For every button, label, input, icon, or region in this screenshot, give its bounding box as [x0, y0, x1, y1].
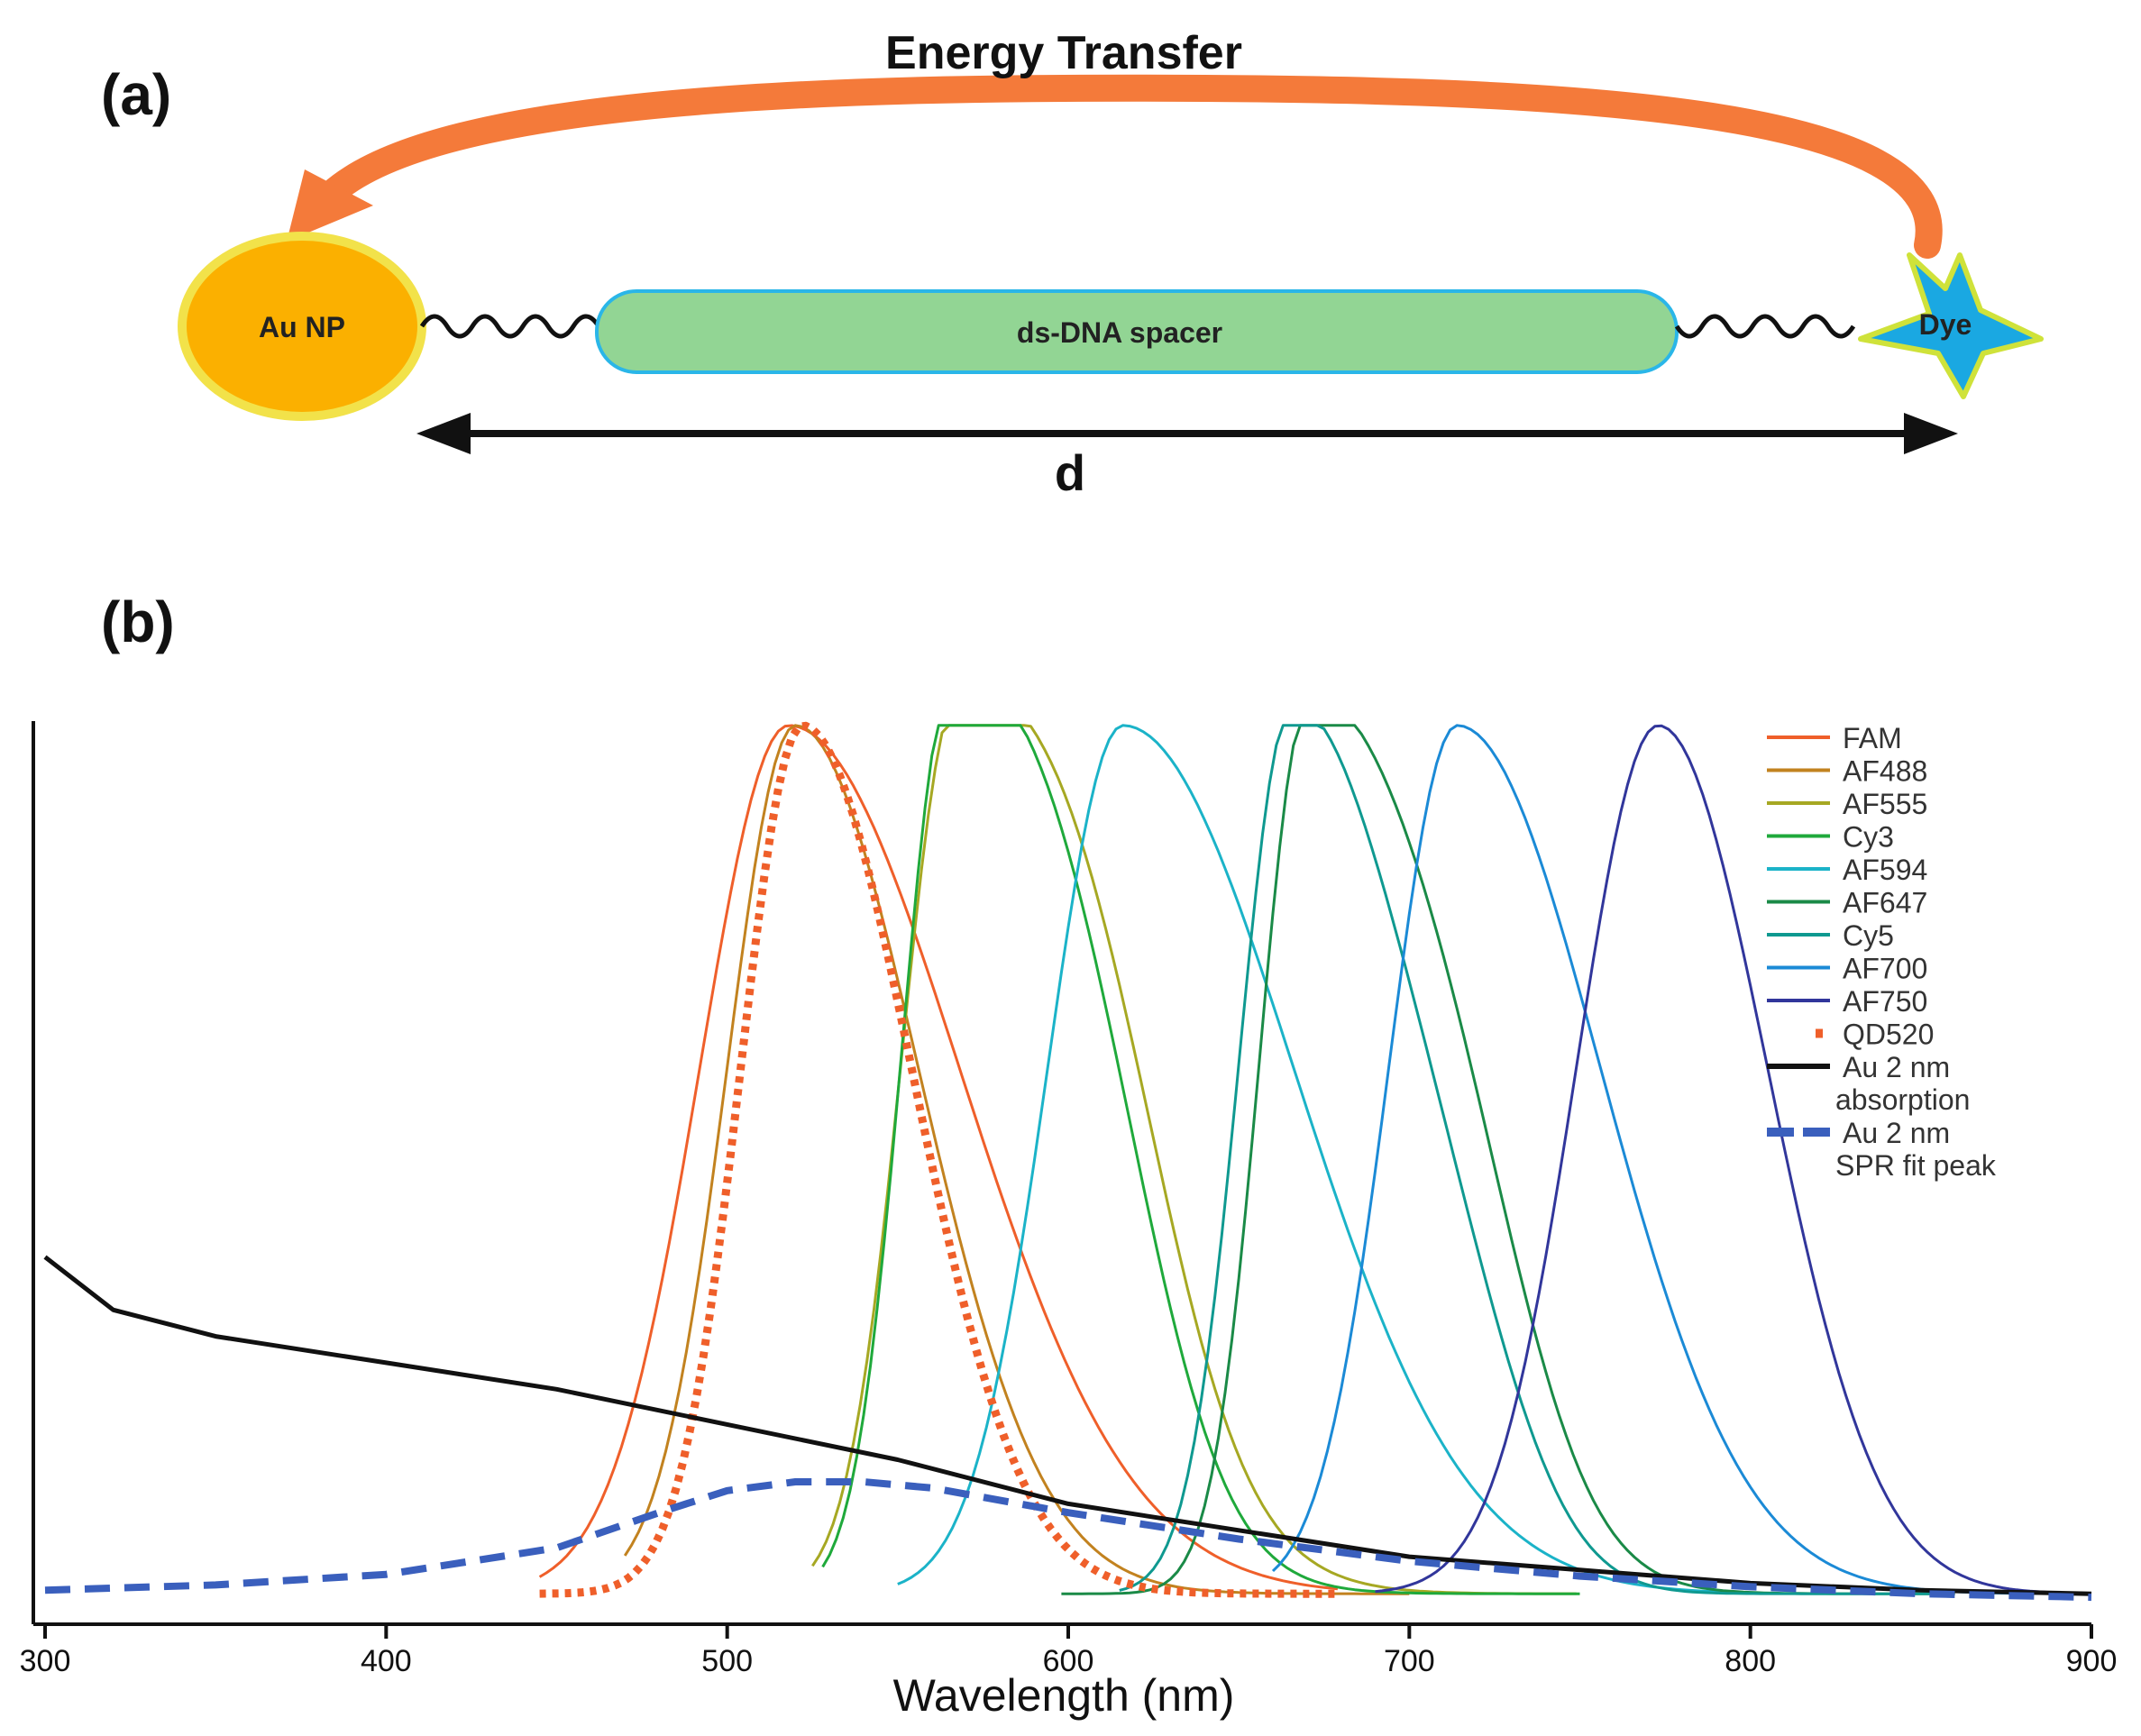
series-line-af488 — [623, 724, 1410, 1595]
energy-transfer-arrow — [304, 74, 1943, 259]
x-tick-label: 900 — [2066, 1644, 2118, 1678]
legend-label: SPR fit peak — [1835, 1149, 1997, 1182]
gold-nanoparticle-label: Au NP — [259, 311, 345, 343]
dna-spacer — [595, 289, 1679, 374]
x-tick-label: 700 — [1384, 1644, 1435, 1678]
energy-transfer-label: Energy Transfer — [885, 27, 1242, 79]
distance-label: d — [1055, 444, 1085, 501]
emission-spectra-chart: 300 400 500 600 700 800 900 Wavelength (nm) FA… — [20, 721, 2118, 1721]
series-line-af750 — [1375, 724, 2092, 1595]
series-line-au-2-nm — [44, 1478, 2092, 1602]
series-line-af647 — [1061, 724, 1955, 1595]
series-line-au-2-nm — [43, 1255, 2092, 1596]
series-line-qd520 — [539, 721, 1338, 1598]
panel-a: (a) Energy Transfer Au NP ds-DNA spacer … — [101, 27, 2044, 501]
x-axis-label: Wavelength (nm) — [893, 1670, 1235, 1721]
legend-label: AF488 — [1843, 755, 1927, 788]
legend-label: FAM — [1843, 722, 1902, 754]
dye-label: Dye — [1919, 308, 1972, 341]
legend-label: Au 2 nm — [1843, 1117, 1950, 1149]
panel-b-label: (b) — [101, 589, 175, 654]
series-line-fam — [538, 724, 1339, 1591]
energy-transfer-arrowhead — [287, 169, 373, 242]
legend-label: QD520 — [1843, 1019, 1934, 1051]
linker-right — [1674, 314, 1856, 339]
dye-star — [1858, 252, 2044, 399]
legend-label: AF594 — [1843, 854, 1927, 886]
panel-b: (b) 300 400 500 600 700 800 900 Wavelength (nm… — [20, 589, 2118, 1721]
legend-label: AF647 — [1843, 887, 1927, 919]
dna-spacer-label: ds-DNA spacer — [1017, 316, 1222, 349]
x-tick-label: 400 — [361, 1644, 412, 1678]
series-line-cy5 — [1119, 724, 1952, 1595]
panel-a-label: (a) — [101, 62, 171, 127]
legend-label: AF555 — [1843, 788, 1927, 820]
x-ticks: 300 400 500 600 700 800 900 — [20, 1624, 2118, 1678]
legend-label: Cy3 — [1843, 821, 1894, 854]
legend-label: Cy5 — [1843, 919, 1894, 952]
x-tick-label: 300 — [20, 1644, 71, 1678]
distance-arrowhead-left — [416, 413, 471, 454]
x-tick-label: 500 — [701, 1644, 753, 1678]
x-tick-label: 800 — [1725, 1644, 1776, 1678]
legend-label: AF700 — [1843, 953, 1927, 985]
legend-label: AF750 — [1843, 985, 1927, 1018]
series-line-cy3 — [821, 724, 1580, 1595]
series-line-af594 — [897, 724, 1751, 1594]
legend-label: Au 2 nm — [1843, 1051, 1950, 1083]
distance-arrowhead-right — [1904, 413, 1958, 454]
legend: FAMAF488AF555Cy3AF594AF647Cy5AF700AF750Q… — [1767, 722, 1997, 1182]
series-layer — [43, 721, 2092, 1602]
legend-label: absorption — [1835, 1083, 1970, 1116]
x-tick-label: 600 — [1043, 1644, 1094, 1678]
